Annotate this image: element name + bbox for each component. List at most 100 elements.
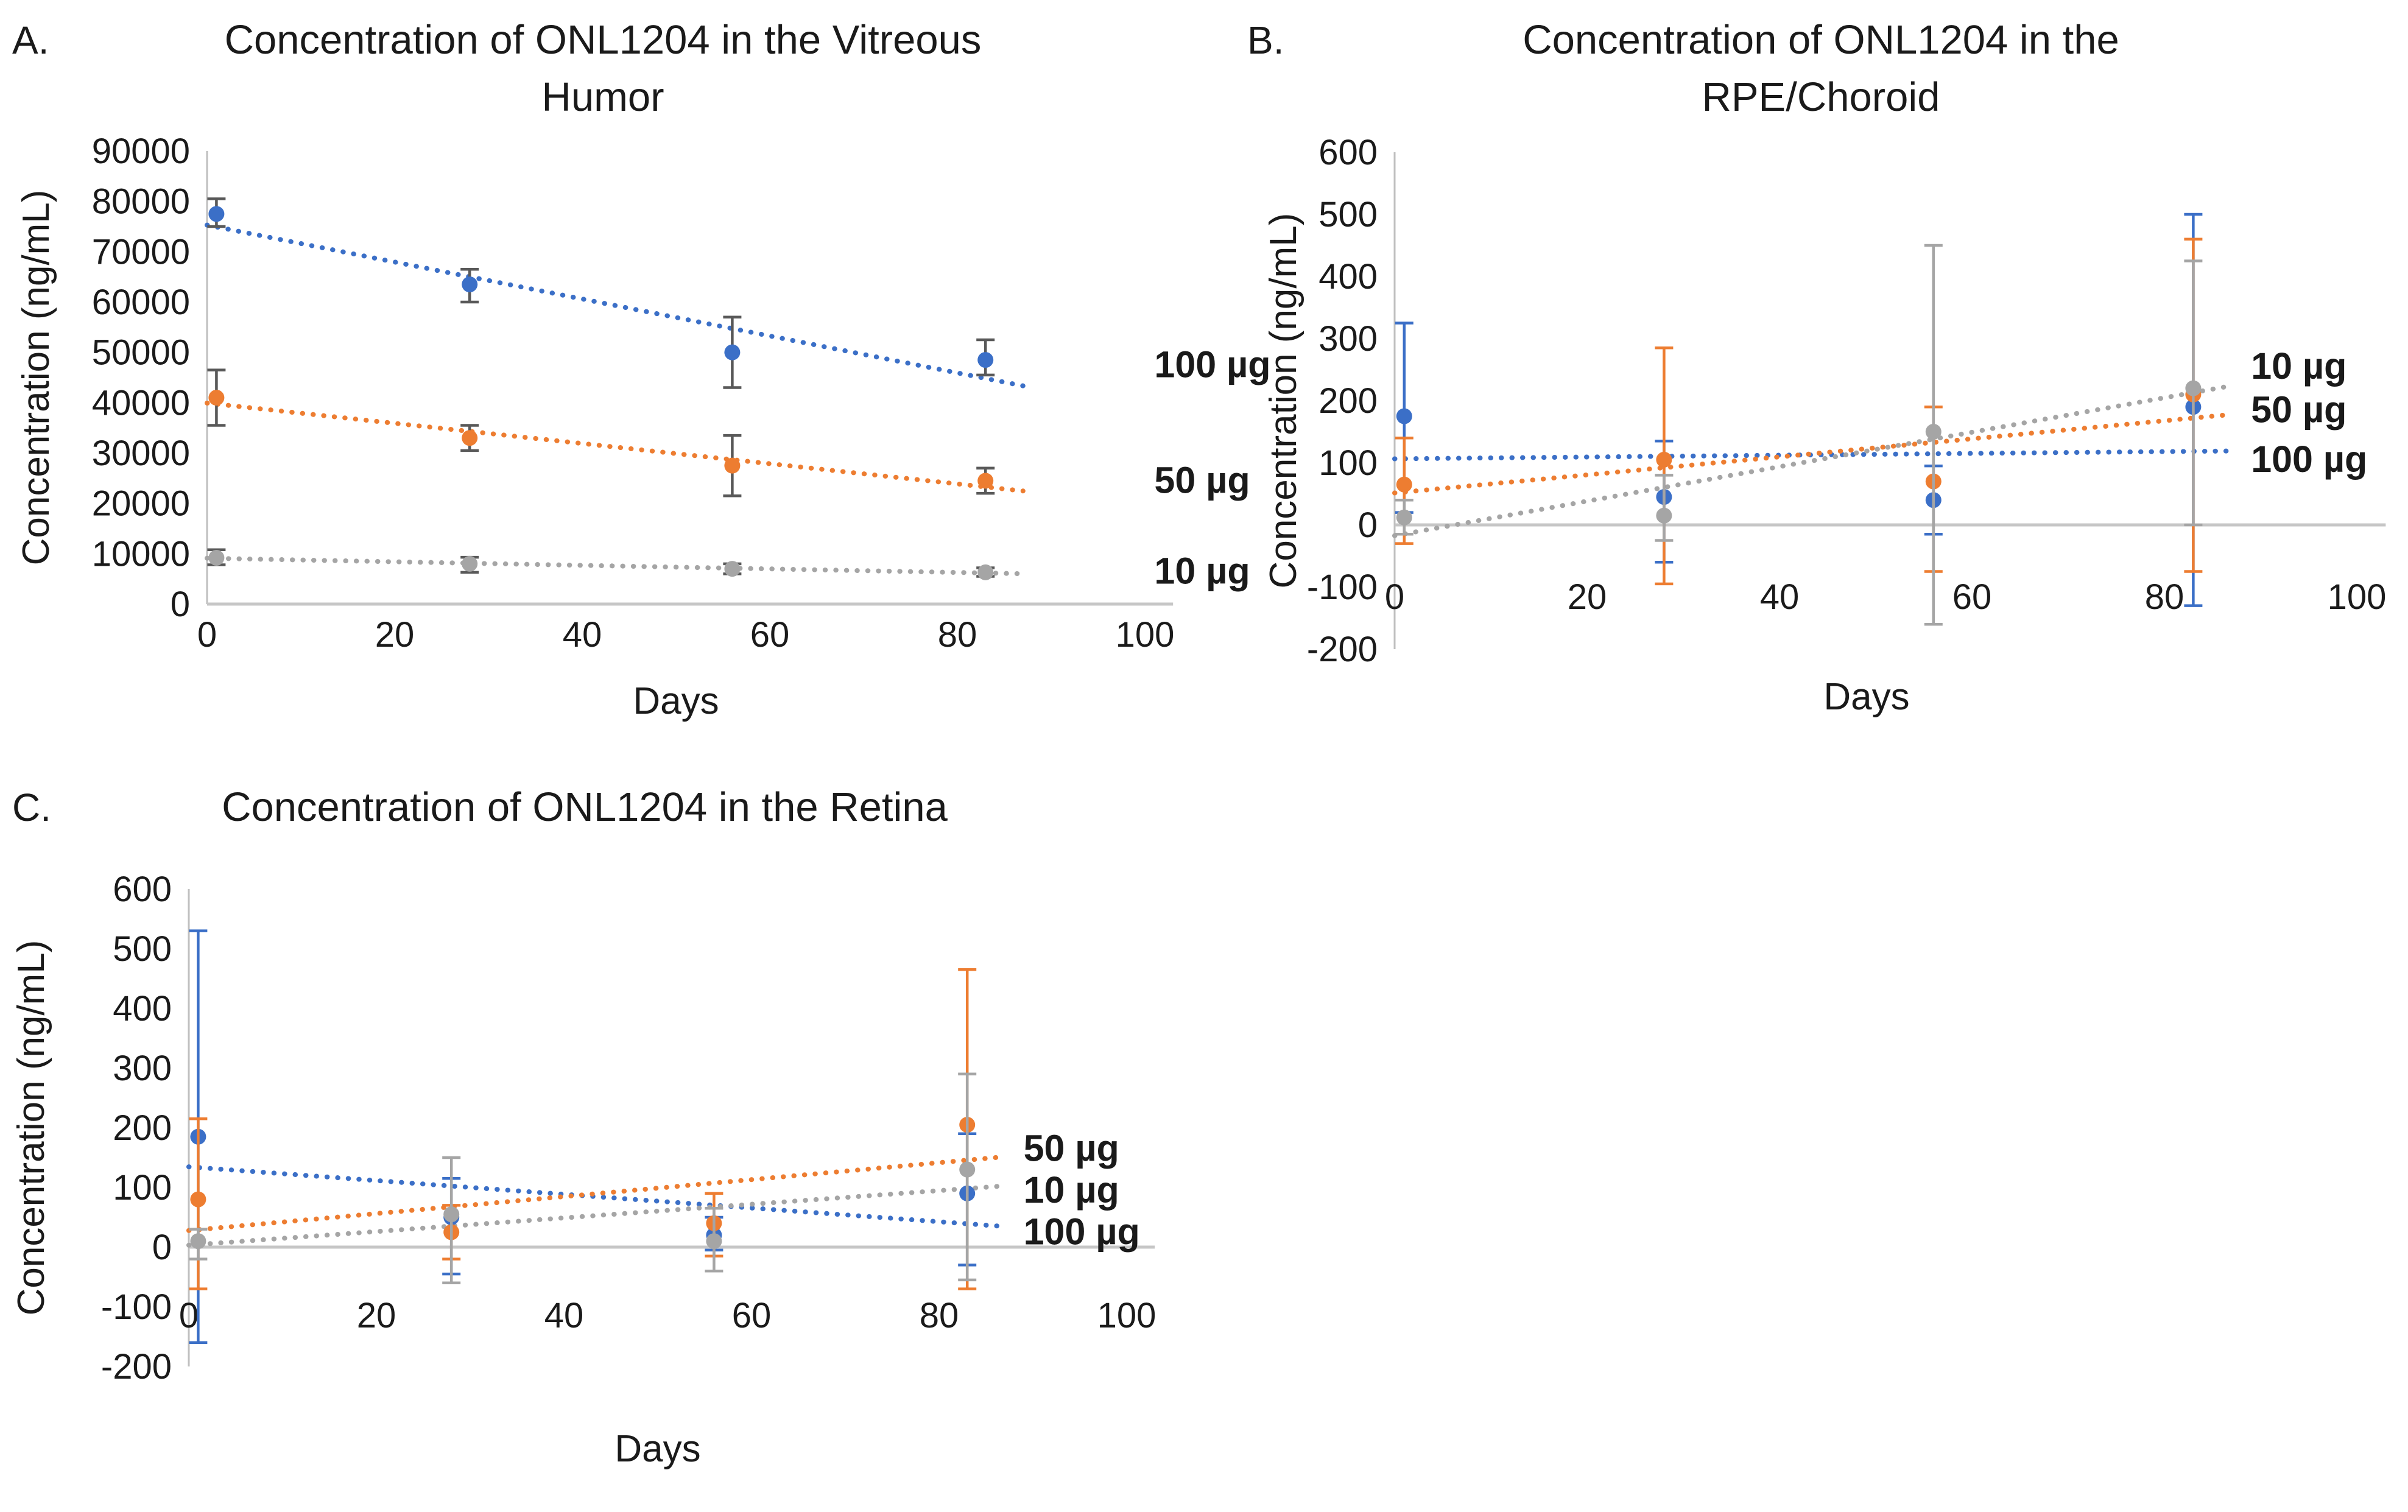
chart-A-y-tick-50000: 50000 [92, 333, 190, 373]
data-point [1396, 509, 1412, 526]
chart-B-series-label-100µg: 100 µg [2251, 438, 2367, 480]
chart-B-x-tick-80: 80 [2145, 577, 2184, 617]
chart-B-series-10µg [1395, 244, 2203, 626]
chart-B-panel-letter: B. [1247, 18, 1284, 62]
chart-A-series-label-50µg: 50 µg [1154, 459, 1250, 501]
chart-A-x-tick-0: 0 [197, 615, 217, 655]
chart-B-trendline-50µg [1392, 412, 2234, 496]
chart-C-y-tick--200: -200 [101, 1347, 172, 1387]
chart-B-series-100µg [1395, 213, 2203, 607]
chart-A-y-tick-80000: 80000 [92, 182, 190, 222]
chart-C-series-label-10µg: 10 µg [1024, 1169, 1119, 1211]
chart-C-panel-letter: C. [12, 786, 51, 829]
chart-A-y-tick-70000: 70000 [92, 232, 190, 272]
chart-C-y-tick-400: 400 [113, 989, 172, 1029]
chart-B-y-tick-200: 200 [1318, 381, 1378, 421]
data-point [977, 564, 994, 580]
chart-C-y-axis-title: Concentration (ng/mL) [10, 940, 52, 1316]
chart-C-y-tick-200: 200 [113, 1108, 172, 1148]
chart-C-y-tick-0: 0 [152, 1228, 172, 1267]
chart-A-series-label-100µg: 100 µg [1154, 343, 1270, 385]
data-point [462, 430, 478, 446]
chart-C-y-tick--100: -100 [101, 1287, 172, 1327]
data-point [443, 1206, 460, 1223]
chart-A-title-line1: Concentration of ONL1204 in the Vitreous [225, 17, 982, 63]
chart-B-x-axis-title: Days [1823, 676, 1909, 718]
chart-B-title-line1: Concentration of ONL1204 in the [1523, 17, 2119, 63]
chart-B-x-tick-100: 100 [2328, 577, 2387, 617]
chart-A-series-100µg [207, 197, 995, 389]
chart-C-series-label-100µg: 100 µg [1024, 1211, 1140, 1253]
chart-C-series-label-50µg: 50 µg [1024, 1127, 1119, 1169]
chart-B-y-tick-300: 300 [1318, 319, 1378, 359]
chart-C-x-tick-60: 60 [732, 1296, 772, 1335]
chart-A-x-tick-20: 20 [375, 615, 415, 655]
chart-B-y-tick-100: 100 [1318, 443, 1378, 483]
chart-A-x-tick-100: 100 [1116, 615, 1175, 655]
data-point [1656, 451, 1672, 468]
data-point [208, 206, 225, 222]
chart-A-series-label-10µg: 10 µg [1154, 550, 1250, 591]
data-point [959, 1161, 976, 1178]
chart-B-y-tick-500: 500 [1318, 195, 1378, 234]
chart-A-y-tick-90000: 90000 [92, 132, 190, 171]
chart-C-series-100µg [189, 929, 977, 1345]
chart-C: C. Concentration of ONL1204 in the Retina… [10, 784, 1156, 1470]
chart-B-y-tick-0: 0 [1358, 505, 1378, 545]
data-point [462, 276, 478, 293]
data-point [724, 561, 741, 577]
chart-C-x-tick-20: 20 [357, 1296, 396, 1335]
data-point [1925, 424, 1942, 440]
chart-A-y-tick-60000: 60000 [92, 283, 190, 322]
data-point [724, 457, 741, 474]
chart-A-trendline-10µg [205, 555, 1026, 577]
chart-A-x-axis-title: Days [633, 680, 719, 722]
data-point [1396, 476, 1412, 493]
chart-A-title-line2: Humor [541, 74, 664, 120]
data-point [977, 352, 994, 368]
chart-C-x-axis-title: Days [614, 1428, 700, 1470]
data-point [1396, 408, 1412, 424]
chart-B-x-tick-0: 0 [1385, 577, 1404, 617]
chart-A-series-50µg [207, 368, 995, 498]
chart-A-x-tick-60: 60 [750, 615, 790, 655]
chart-B: B. Concentration of ONL1204 in the RPE/Cho… [1247, 17, 2386, 718]
chart-C-trendline-10µg [186, 1183, 1007, 1248]
chart-B-series-label-10µg: 10 µg [2251, 345, 2346, 387]
chart-C-x-tick-100: 100 [1097, 1296, 1156, 1335]
chart-B-y-tick-600: 600 [1318, 133, 1378, 172]
chart-B-trendline-10µg [1392, 383, 2234, 538]
chart-C-y-tick-500: 500 [113, 929, 172, 969]
chart-A-series-10µg [207, 548, 995, 580]
chart-B-y-axis-title: Concentration (ng/mL) [1262, 213, 1304, 589]
chart-C-series-50µg [189, 968, 977, 1290]
data-point [208, 549, 225, 566]
chart-C-title-line1: Concentration of ONL1204 in the Retina [222, 784, 948, 830]
chart-A-y-tick-30000: 30000 [92, 434, 190, 473]
chart-B-y-tick--200: -200 [1307, 630, 1378, 669]
chart-A-y-tick-10000: 10000 [92, 534, 190, 574]
data-point [462, 555, 478, 572]
chart-A-x-tick-40: 40 [563, 615, 602, 655]
chart-C-y-tick-100: 100 [113, 1168, 172, 1208]
chart-A-y-tick-40000: 40000 [92, 383, 190, 423]
chart-A-trendline-100µg [205, 222, 1026, 389]
chart-C-series-10µg [189, 1072, 977, 1285]
chart-C-x-tick-80: 80 [920, 1296, 959, 1335]
chart-A-y-tick-20000: 20000 [92, 484, 190, 524]
chart-B-y-tick--100: -100 [1307, 568, 1378, 607]
chart-C-x-tick-40: 40 [544, 1296, 584, 1335]
chart-C-y-tick-600: 600 [113, 870, 172, 909]
chart-C-trendline-100µg [186, 1164, 1007, 1229]
chart-A-panel-letter: A. [12, 18, 49, 62]
data-point [1656, 507, 1672, 524]
chart-B-title-line2: RPE/Choroid [1702, 74, 1940, 120]
chart-C-x-tick-0: 0 [179, 1296, 199, 1335]
chart-A-y-tick-0: 0 [171, 585, 190, 624]
chart-A-y-axis-title: Concentration (ng/mL) [15, 190, 57, 566]
chart-B-series-label-50µg: 50 µg [2251, 389, 2346, 430]
data-point [190, 1191, 206, 1208]
data-point [706, 1233, 722, 1250]
